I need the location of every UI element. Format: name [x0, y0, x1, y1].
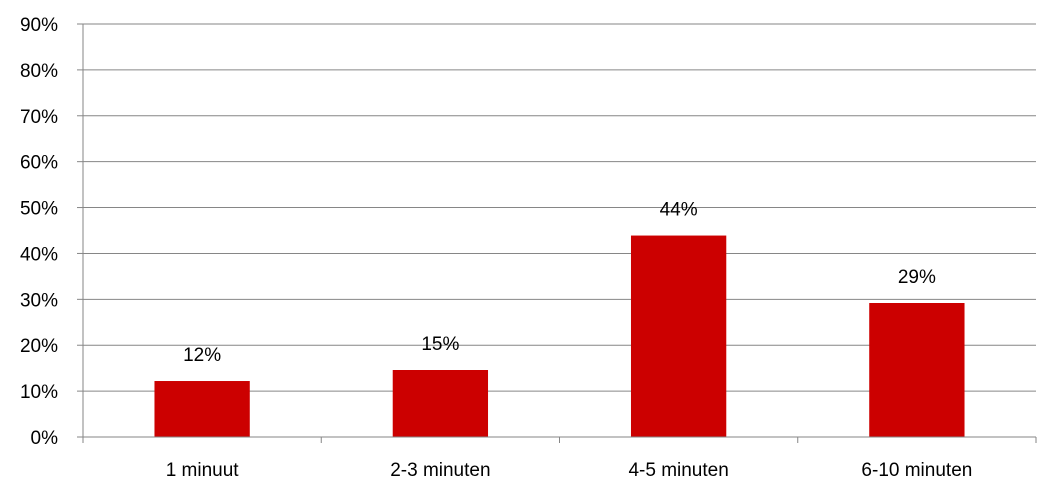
y-tick-label: 10% — [20, 382, 58, 403]
y-tick-label: 80% — [20, 61, 58, 82]
data-labels: 12% 15% 44% 29% — [183, 200, 936, 366]
y-axis-tick-labels: 0% 10% 20% 30% 40% 50% 60% 70% 80% 90% — [20, 15, 58, 449]
bar — [392, 370, 489, 437]
y-tick-label: 30% — [20, 290, 58, 311]
y-tick-label: 70% — [20, 107, 58, 128]
bar — [154, 381, 250, 437]
y-tick-label: 60% — [20, 153, 58, 174]
bar — [869, 303, 965, 437]
y-tick-label: 40% — [20, 244, 58, 265]
y-tick-label: 90% — [20, 15, 58, 36]
x-category-label: 4-5 minuten — [628, 460, 728, 481]
y-tick-label: 50% — [20, 199, 58, 220]
bars — [154, 235, 965, 437]
x-axis-category-labels: 1 minuut 2-3 minuten 4-5 minuten 6-10 minut… — [166, 460, 973, 481]
gridlines — [83, 23, 1036, 392]
x-category-label: 6-10 minuten — [861, 460, 972, 481]
x-category-label: 2-3 minuten — [390, 460, 490, 481]
bar — [630, 235, 727, 437]
y-tick-label: 0% — [31, 428, 59, 449]
data-label: 12% — [183, 345, 221, 366]
data-label: 29% — [898, 267, 936, 288]
data-label: 44% — [660, 200, 698, 221]
y-tick-label: 20% — [20, 336, 58, 357]
x-category-label: 1 minuut — [166, 460, 240, 481]
axes — [77, 23, 1037, 443]
data-label: 15% — [421, 334, 459, 355]
